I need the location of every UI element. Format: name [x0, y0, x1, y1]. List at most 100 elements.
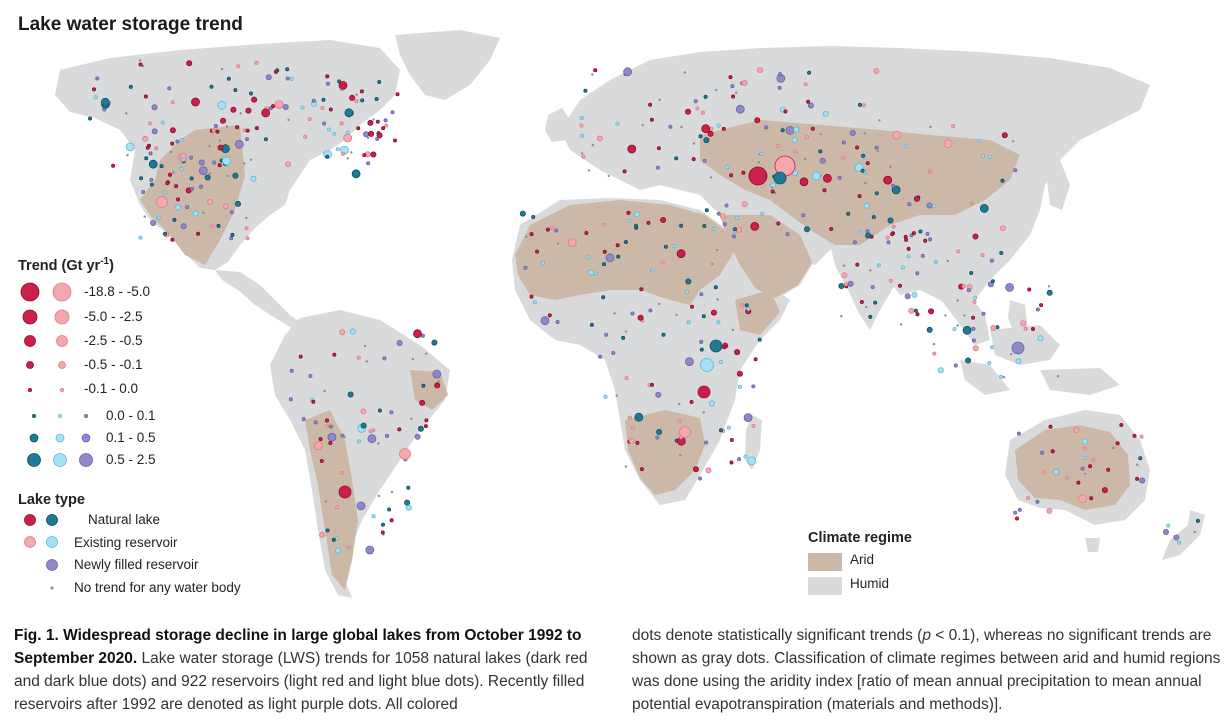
lake-dot: [874, 191, 879, 196]
lake-dot: [170, 100, 175, 105]
lake-dot: [169, 150, 173, 154]
lake-dot: [918, 229, 923, 234]
lake-dot: [928, 308, 935, 315]
lake-dot: [138, 59, 142, 62]
arid-swatch: [808, 553, 842, 571]
lake-dot: [999, 250, 1004, 255]
lake-dot: [605, 253, 615, 263]
lake-dot: [718, 360, 723, 365]
lake-dot: [901, 265, 906, 270]
lake-dot: [229, 210, 234, 215]
lake-dot: [946, 259, 949, 263]
lake-dot: [861, 103, 866, 108]
lake-dot: [920, 253, 925, 258]
lake-dot: [1135, 476, 1140, 481]
arid-arabia: [720, 215, 812, 298]
lake-dot: [656, 146, 661, 151]
lake-dot: [864, 181, 867, 185]
lake-dot: [699, 292, 704, 297]
lake-dot: [344, 108, 354, 118]
lake-dot: [972, 299, 977, 304]
lake-dot: [698, 134, 703, 139]
lake-dot: [215, 129, 220, 134]
lake-dot: [804, 226, 811, 233]
lake-dot: [351, 169, 361, 179]
lake-dot: [211, 128, 216, 133]
lake-dot: [148, 159, 158, 169]
lake-dot: [734, 215, 739, 220]
lake-dot: [179, 137, 184, 142]
lake-trend-dots: [88, 59, 1200, 555]
increase-range-3: 0.5 - 2.5: [106, 452, 156, 467]
lake-dot: [731, 234, 736, 239]
legend-symbols: [20, 282, 93, 590]
lake-dot: [841, 272, 848, 279]
lake-dot: [245, 128, 250, 133]
lake-dot: [655, 391, 662, 398]
lake-dot: [1017, 507, 1022, 512]
lake-dot: [615, 394, 618, 397]
lake-dot: [363, 344, 367, 348]
lake-dot: [871, 215, 876, 220]
lake-dot: [346, 545, 351, 550]
lake-dot: [887, 217, 894, 224]
lake-dot: [335, 505, 340, 510]
lake-dot: [185, 205, 190, 210]
arid-australia: [1015, 425, 1130, 510]
lake-dot: [219, 117, 226, 124]
lake-dot: [639, 467, 644, 472]
legend-reservoir-decline-dot: [56, 335, 68, 347]
lake-dot: [873, 68, 880, 75]
arid-ne-brazil: [410, 370, 448, 410]
lake-dot: [519, 210, 526, 217]
lake-dot: [593, 271, 598, 276]
lake-dot: [630, 311, 635, 316]
lake-dot: [951, 124, 956, 129]
lake-dot: [751, 423, 756, 428]
lake-dot: [156, 215, 161, 220]
legend-reservoir-decline-dot: [60, 387, 65, 392]
lake-dot: [972, 345, 979, 352]
lake-dot: [885, 235, 890, 240]
lake-dot: [346, 157, 349, 160]
lake-dot: [1073, 426, 1080, 433]
lake-dot: [434, 382, 441, 389]
legend-natural-decline-dot: [27, 387, 32, 392]
lake-dot: [668, 124, 673, 129]
lake-dot: [999, 225, 1006, 232]
lake-dot: [1064, 475, 1069, 480]
lake-dot: [701, 110, 706, 115]
lake-dot: [757, 337, 762, 342]
lake-dot: [232, 172, 239, 179]
lake-dot-us: [156, 196, 168, 208]
lake-dot: [377, 80, 382, 85]
lake-dot: [977, 138, 982, 143]
lake-dot: [371, 514, 376, 519]
lake-dot: [149, 182, 154, 187]
lake-dot: [274, 100, 284, 109]
lake-dot: [933, 259, 938, 264]
lake-dot: [1053, 468, 1060, 475]
lake-dot: [1010, 352, 1013, 356]
lake-dot: [604, 332, 609, 337]
lake-dot: [349, 328, 356, 335]
lake-dot: [371, 428, 376, 433]
lake-dot: [390, 110, 395, 115]
lake-dot: [138, 62, 143, 67]
lake-dot: [360, 408, 367, 415]
lake-dot: [165, 181, 170, 186]
lake-dot: [220, 67, 224, 71]
lake-dot: [387, 507, 392, 512]
lake-dot: [245, 236, 250, 241]
lake-dot: [737, 384, 742, 389]
lake-dot: [1048, 424, 1053, 429]
lake-dot: [913, 195, 920, 202]
lake-dot: [384, 433, 389, 438]
lake-dot: [221, 156, 231, 166]
lake-dot: [1040, 450, 1045, 455]
lake-dot: [300, 105, 305, 110]
lake-dot: [648, 308, 653, 313]
lake-dot: [411, 358, 415, 361]
tasmania: [1085, 538, 1100, 552]
lake-dot: [1015, 358, 1022, 365]
